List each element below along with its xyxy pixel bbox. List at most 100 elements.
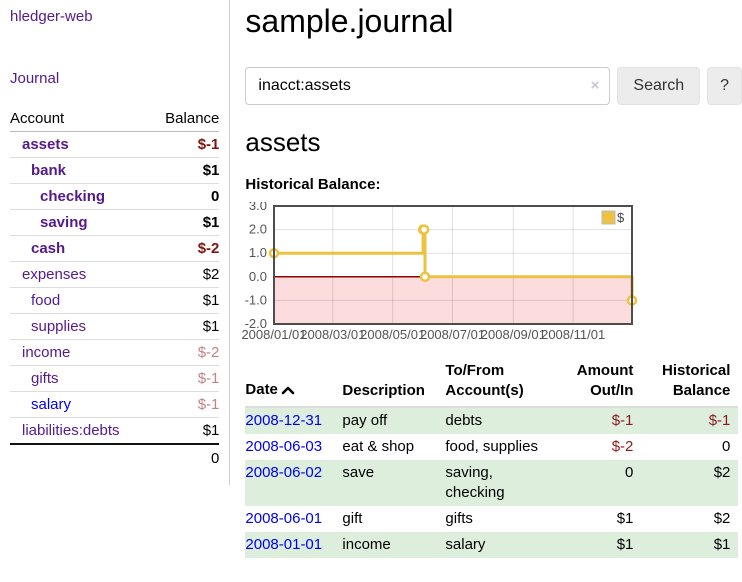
account-row: expenses $2: [10, 261, 220, 288]
account-link[interactable]: bank: [31, 162, 67, 179]
account-balance: 0: [150, 183, 220, 210]
account-row: income $-2: [10, 339, 220, 366]
app-brand-link[interactable]: hledger-web: [10, 8, 93, 25]
y-axis-tick-label: 2.0: [249, 222, 267, 237]
transaction-date-link[interactable]: 2008-06-02: [245, 464, 323, 481]
account-link[interactable]: liabilities:debts: [22, 422, 120, 439]
account-row: supplies $1: [10, 313, 220, 340]
data-point-marker: [420, 271, 431, 283]
y-axis-tick-label: -1.0: [245, 292, 267, 307]
account-balance: $1: [150, 209, 220, 236]
legend-swatch: [601, 210, 616, 225]
clear-search-icon[interactable]: ×: [590, 77, 600, 94]
account-balance: $-1: [150, 391, 220, 418]
register-row: 2008-01-01 income salary $1 $1: [245, 532, 739, 558]
transaction-date-link[interactable]: 2008-12-31: [245, 412, 323, 429]
account-link[interactable]: income: [22, 344, 71, 361]
account-name-cell: liabilities:debts: [10, 417, 151, 444]
register-amount-cell: $-2: [611, 438, 634, 455]
transaction-date-link[interactable]: 2008-01-01: [245, 536, 323, 553]
register-description-cell: save: [342, 464, 375, 481]
y-axis-tick-label: 0.0: [249, 269, 267, 284]
register-amount-cell: 0: [625, 464, 634, 481]
help-button[interactable]: ?: [707, 67, 742, 105]
register-description-cell: gift: [342, 510, 363, 527]
register-col-tofrom: To/From Account(s): [445, 361, 564, 408]
main-content: sample.journal × Search ? assets Histori…: [230, 0, 742, 558]
account-row: liabilities:debts $1: [10, 417, 220, 444]
plot-border: [273, 205, 634, 325]
register-col-amount: Amount Out/In: [563, 361, 642, 408]
y-axis-tick-label: 1.0: [249, 245, 267, 260]
register-balance-cell: $1: [713, 536, 731, 553]
register-description-cell: income: [342, 536, 391, 553]
account-name-cell: supplies: [10, 313, 151, 340]
register-date-cell: 2008-06-02: [245, 460, 342, 506]
historical-balance-chart: $3.0 2.0 1.0 0.0 -1.0 -2.0 2008/01/01 2008/03/0…: [241, 198, 742, 347]
account-balance: $-1: [197, 136, 220, 153]
account-balance: $1: [150, 313, 220, 340]
account-link[interactable]: supplies: [31, 318, 87, 335]
account-link[interactable]: assets: [22, 136, 69, 153]
register-header-row: Date Description To/From Account(s) Amoun…: [245, 361, 739, 408]
accounts-table-header-row: Account Balance: [10, 108, 220, 132]
page-title: sample.journal: [245, 3, 454, 39]
register-accounts-cell: salary: [445, 536, 486, 553]
x-axis-tick-label: 2008/11/01: [541, 327, 605, 342]
register-col-description: Description: [342, 361, 446, 408]
account-name-cell: gifts: [10, 365, 151, 392]
register-date-cell: 2008-06-01: [245, 506, 342, 532]
account-link[interactable]: expenses: [22, 266, 87, 283]
account-link[interactable]: food: [31, 292, 61, 309]
register-table: Date Description To/From Account(s) Amoun…: [245, 361, 739, 558]
register-col-date[interactable]: Date: [245, 361, 343, 408]
account-link[interactable]: cash: [31, 240, 66, 257]
account-link[interactable]: salary: [31, 396, 72, 413]
accounts-header-balance: Balance: [150, 108, 220, 132]
chart-section-label: Historical Balance:: [245, 176, 381, 193]
register-amount-cell: $-1: [611, 412, 634, 429]
account-name-cell: assets: [10, 132, 150, 158]
account-name-cell: cash: [10, 235, 151, 262]
register-table-body: 2008-12-31 pay off debts $-1 $-1 2008-06-03 ea…: [245, 407, 739, 558]
account-balance: $1: [150, 157, 220, 184]
x-axis-tick-label: 2008/07/01: [420, 327, 485, 342]
sort-ascending-icon: [281, 381, 295, 401]
account-row: cash $-2: [10, 235, 220, 262]
accounts-table-body: assets $-1 bank $1 checking 0 saving $1 cash $-2 e…: [10, 132, 220, 444]
account-row: saving $1: [10, 209, 220, 236]
transaction-date-link[interactable]: 2008-06-03: [245, 438, 323, 455]
account-link[interactable]: gifts: [31, 370, 59, 387]
x-axis-tick-label: 2008/09/01: [481, 327, 546, 342]
y-axis-tick-label: 3.0: [249, 202, 267, 213]
sidebar: hledger-web Journal Account Balance asse…: [0, 0, 231, 485]
account-name-cell: salary: [10, 391, 151, 418]
register-balance-cell: $-1: [708, 412, 731, 429]
account-name-cell: bank: [10, 157, 151, 184]
register-col-date-label: Date: [245, 381, 278, 398]
accounts-table: Account Balance assets $-1 bank $1 checking 0…: [10, 108, 220, 471]
account-balance: $2: [150, 261, 220, 288]
search-input[interactable]: [245, 67, 611, 105]
sidebar-item-journal[interactable]: Journal: [10, 70, 60, 87]
account-name-cell: checking: [10, 183, 151, 210]
account-balance: $-2: [150, 339, 220, 366]
register-accounts-cell: debts: [445, 412, 483, 429]
account-link[interactable]: saving: [40, 214, 88, 231]
transaction-date-link[interactable]: 2008-06-01: [245, 510, 323, 527]
accounts-total-row: 0: [10, 443, 220, 471]
search-input-wrapper: ×: [245, 67, 611, 105]
account-name-cell: income: [10, 339, 151, 366]
register-date-cell: 2008-06-03: [245, 434, 342, 460]
account-link[interactable]: checking: [40, 188, 106, 205]
search-button[interactable]: Search: [617, 67, 701, 105]
account-row: salary $-1: [10, 391, 220, 418]
account-heading: assets: [245, 127, 321, 157]
register-amount-cell: $1: [616, 510, 634, 527]
account-row: checking 0: [10, 183, 220, 210]
register-accounts-cell: saving, checking: [445, 464, 505, 501]
account-row: assets $-1: [10, 132, 219, 158]
register-balance-cell: $2: [713, 464, 731, 481]
register-accounts-cell: food, supplies: [445, 438, 538, 455]
register-description-cell: pay off: [342, 412, 388, 429]
